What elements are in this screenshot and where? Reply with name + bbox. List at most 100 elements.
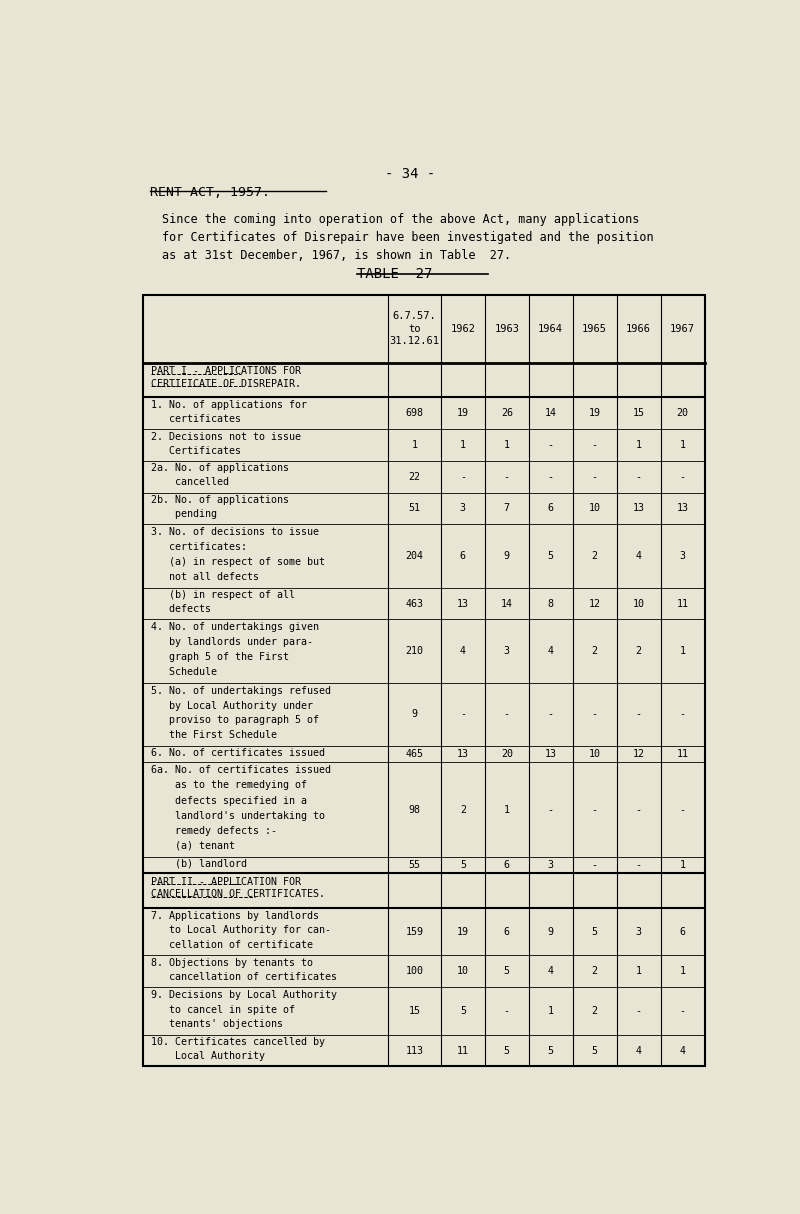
Text: 11: 11 <box>677 599 689 608</box>
Text: as to the remedying of: as to the remedying of <box>151 781 307 790</box>
Text: 2: 2 <box>592 1006 598 1016</box>
Text: 7. Applications by landlords: 7. Applications by landlords <box>151 910 319 921</box>
Text: 3: 3 <box>679 551 686 561</box>
Text: 14: 14 <box>545 408 557 419</box>
Text: 20: 20 <box>677 408 689 419</box>
Text: 2: 2 <box>635 646 642 656</box>
Text: 4: 4 <box>460 646 466 656</box>
Text: CANCELLATION OF CERTIFICATES.: CANCELLATION OF CERTIFICATES. <box>151 889 325 900</box>
Text: PART II - APPLICATION FOR: PART II - APPLICATION FOR <box>151 877 301 886</box>
Text: -: - <box>679 805 686 815</box>
Text: 3: 3 <box>460 504 466 514</box>
Text: 6a. No. of certificates issued: 6a. No. of certificates issued <box>151 765 331 776</box>
Text: 4: 4 <box>635 551 642 561</box>
Text: -: - <box>592 805 598 815</box>
Text: 22: 22 <box>409 472 421 482</box>
Text: 698: 698 <box>406 408 424 419</box>
Text: (b) landlord: (b) landlord <box>151 858 247 869</box>
Bar <box>143 295 705 1066</box>
Text: Local Authority: Local Authority <box>151 1051 265 1061</box>
Text: 7: 7 <box>504 504 510 514</box>
Text: by landlords under para-: by landlords under para- <box>151 637 313 647</box>
Text: to Local Authority for can-: to Local Authority for can- <box>151 925 331 935</box>
Text: 5: 5 <box>548 1045 554 1056</box>
Text: 5. No. of undertakings refused: 5. No. of undertakings refused <box>151 686 331 696</box>
Text: -: - <box>592 709 598 720</box>
Text: 2: 2 <box>592 646 598 656</box>
Text: 1: 1 <box>635 439 642 450</box>
Text: -: - <box>548 472 554 482</box>
Text: - 34 -: - 34 - <box>385 168 435 181</box>
Text: 2a. No. of applications: 2a. No. of applications <box>151 464 289 473</box>
Text: TABLE  27: TABLE 27 <box>358 267 433 282</box>
Text: 465: 465 <box>406 749 424 759</box>
Text: 12: 12 <box>633 749 645 759</box>
Text: 113: 113 <box>406 1045 424 1056</box>
Text: cancelled: cancelled <box>151 477 229 487</box>
Text: -: - <box>460 709 466 720</box>
Text: 6: 6 <box>460 551 466 561</box>
Text: the First Schedule: the First Schedule <box>151 730 277 741</box>
Text: Schedule: Schedule <box>151 666 217 676</box>
Text: 3: 3 <box>635 926 642 937</box>
Text: graph 5 of the First: graph 5 of the First <box>151 652 289 662</box>
Text: 10: 10 <box>589 749 601 759</box>
Text: 9: 9 <box>504 551 510 561</box>
Text: 5: 5 <box>548 551 554 561</box>
Text: 3: 3 <box>548 860 554 870</box>
Text: 5: 5 <box>592 1045 598 1056</box>
Text: -: - <box>592 472 598 482</box>
Text: 8: 8 <box>548 599 554 608</box>
Text: 1: 1 <box>679 966 686 976</box>
Text: -: - <box>679 709 686 720</box>
Text: -: - <box>635 860 642 870</box>
Text: 51: 51 <box>409 504 421 514</box>
Text: 20: 20 <box>501 749 513 759</box>
Text: 4. No. of undertakings given: 4. No. of undertakings given <box>151 623 319 632</box>
Text: by Local Authority under: by Local Authority under <box>151 700 313 710</box>
Text: 13: 13 <box>457 749 469 759</box>
Text: (a) tenant: (a) tenant <box>151 841 235 851</box>
Text: 6: 6 <box>679 926 686 937</box>
Text: -: - <box>504 472 510 482</box>
Text: 13: 13 <box>457 599 469 608</box>
Text: to cancel in spite of: to cancel in spite of <box>151 1004 295 1015</box>
Text: 98: 98 <box>409 805 421 815</box>
Text: 6: 6 <box>548 504 554 514</box>
Text: 1963: 1963 <box>494 324 519 334</box>
Text: 4: 4 <box>548 966 554 976</box>
Text: not all defects: not all defects <box>151 572 259 582</box>
Text: 3: 3 <box>504 646 510 656</box>
Text: 19: 19 <box>457 926 469 937</box>
Text: Certificates: Certificates <box>151 446 241 455</box>
Text: -: - <box>504 709 510 720</box>
Text: 1966: 1966 <box>626 324 651 334</box>
Text: 1: 1 <box>412 439 418 450</box>
Text: 2. Decisions not to issue: 2. Decisions not to issue <box>151 432 301 442</box>
Text: -: - <box>635 472 642 482</box>
Text: 204: 204 <box>406 551 424 561</box>
Text: remedy defects :-: remedy defects :- <box>151 826 277 835</box>
Text: 5: 5 <box>460 1006 466 1016</box>
Text: 1: 1 <box>504 439 510 450</box>
Text: (b) in respect of all: (b) in respect of all <box>151 590 295 600</box>
Text: defects: defects <box>151 605 211 614</box>
Text: cancellation of certificates: cancellation of certificates <box>151 972 337 982</box>
Text: 210: 210 <box>406 646 424 656</box>
Text: 3. No. of decisions to issue: 3. No. of decisions to issue <box>151 527 319 538</box>
Text: 10: 10 <box>457 966 469 976</box>
Text: 19: 19 <box>589 408 601 419</box>
Text: 13: 13 <box>633 504 645 514</box>
Text: certificates:: certificates: <box>151 543 247 552</box>
Text: 2: 2 <box>592 966 598 976</box>
Text: defects specified in a: defects specified in a <box>151 795 307 806</box>
Text: 2b. No. of applications: 2b. No. of applications <box>151 495 289 505</box>
Text: -: - <box>635 1006 642 1016</box>
Text: 1967: 1967 <box>670 324 695 334</box>
Text: 1964: 1964 <box>538 324 563 334</box>
Text: 1962: 1962 <box>450 324 475 334</box>
Text: -: - <box>460 472 466 482</box>
Text: 1: 1 <box>504 805 510 815</box>
Text: 5: 5 <box>504 1045 510 1056</box>
Text: -: - <box>548 439 554 450</box>
